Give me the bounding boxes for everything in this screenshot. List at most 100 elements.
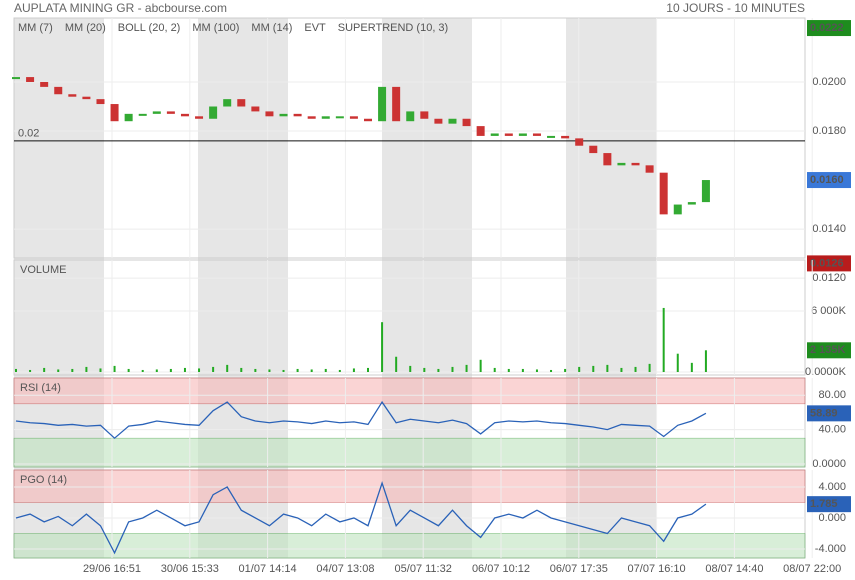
y-tick-label: 0.0200 (812, 76, 846, 88)
y-tick-label: 0.0120 (812, 272, 846, 284)
volume-bar (324, 368, 327, 372)
candle (631, 162, 640, 166)
indicator-line (15, 481, 707, 555)
indicator-legend[interactable]: MM (20) (65, 22, 106, 34)
volume-bar (521, 368, 524, 372)
volume-bar (662, 307, 665, 372)
volume-bar (648, 363, 651, 372)
y-tick-label: 6 000K (811, 305, 847, 317)
x-tick-label: 06/07 17:35 (550, 563, 608, 575)
volume-bar (465, 364, 468, 372)
reference-label: 0.02 (18, 128, 39, 140)
candle (195, 116, 204, 119)
volume-bar (592, 365, 595, 372)
candle (561, 135, 570, 139)
value-box (807, 255, 851, 272)
volume-bar (550, 369, 553, 372)
candle (237, 99, 246, 107)
panel: 6 000K 0.0000K VOLUME 2 135K (13, 259, 851, 378)
candle (476, 126, 485, 136)
candle (82, 96, 91, 100)
x-tick-label: 05/07 11:32 (395, 563, 452, 575)
volume-bar (254, 368, 257, 372)
value-box (807, 496, 851, 513)
lower-zone (13, 437, 806, 468)
candle (378, 86, 387, 122)
candle (26, 77, 35, 82)
candle (307, 116, 316, 119)
candle (589, 145, 598, 154)
volume-bar (634, 366, 637, 372)
panel-title: VOLUME (20, 264, 66, 276)
volume-bar (690, 362, 693, 372)
volume-bar (606, 364, 609, 372)
candle (448, 118, 457, 124)
indicator-legend[interactable]: BOLL (20, 2) (118, 22, 181, 34)
candle (504, 133, 513, 136)
indicator-legend[interactable]: MM (14) (251, 22, 292, 34)
y-tick-label: -4.000 (815, 543, 846, 555)
panel: 0.0200 0.0180 0.0140 0.0120 0.02 MM (7) MM (20… (12, 17, 851, 284)
x-tick-label: 04/07 13:08 (316, 563, 374, 575)
indicator-legend[interactable]: MM (100) (192, 22, 239, 34)
candle (279, 113, 288, 117)
candle (124, 113, 133, 122)
indicator-line (15, 400, 707, 440)
panel-title: PGO (14) (20, 474, 67, 486)
volume-bar (493, 367, 496, 372)
candle (265, 111, 274, 117)
candle (617, 162, 626, 166)
volume-bar (296, 368, 299, 372)
volume-bar (535, 369, 538, 372)
volume-bar (282, 369, 285, 372)
volume-bar (183, 367, 186, 372)
candle (687, 202, 696, 205)
candle (518, 133, 527, 136)
value-box (807, 172, 851, 189)
volume-bar (113, 365, 116, 372)
volume-bar (367, 367, 369, 372)
upper-zone (13, 469, 806, 503)
candle (12, 77, 20, 80)
candle (209, 106, 218, 119)
candle (645, 165, 654, 173)
x-tick-label: 01/07 14:14 (239, 563, 297, 575)
candle (321, 116, 330, 119)
volume-bar (141, 369, 144, 372)
indicator-legend[interactable]: EVT (304, 22, 326, 34)
value-box (807, 342, 851, 359)
shade (14, 18, 104, 558)
indicator-legend[interactable]: SUPERTREND (10, 3) (338, 22, 448, 34)
candle (223, 99, 232, 107)
candle (701, 180, 710, 203)
value-box-label: 1.785 (810, 498, 838, 510)
x-tick-label: 08/07 14:40 (705, 563, 763, 575)
indicator-legend[interactable]: MM (7) (18, 22, 53, 34)
volume-bar (169, 368, 172, 372)
volume-bar (99, 368, 102, 372)
candle (364, 118, 372, 122)
x-tick-label: 07/07 16:10 (628, 563, 686, 575)
volume-bar (127, 368, 130, 372)
volume-bar (479, 359, 482, 372)
volume-bar (352, 368, 355, 372)
candle (68, 94, 77, 97)
x-tick-label: 29/06 16:51 (83, 563, 141, 575)
volume-bar (15, 368, 17, 372)
upper-zone (13, 377, 806, 405)
candle (152, 111, 161, 114)
value-box-label: 0.0160 (810, 174, 844, 186)
candle (349, 116, 358, 119)
volume-bar (437, 368, 440, 372)
volume-bar (226, 364, 229, 372)
volume-bar (268, 369, 271, 372)
volume-bar (381, 322, 384, 372)
lower-zone (13, 533, 806, 559)
candle (335, 116, 344, 119)
panel-title: RSI (14) (20, 382, 61, 394)
candle (434, 118, 443, 124)
candle (251, 106, 260, 112)
panel: 80.00 40.00 0.0000 RSI (14) 58.89 (13, 377, 851, 470)
volume-bar (71, 368, 74, 372)
